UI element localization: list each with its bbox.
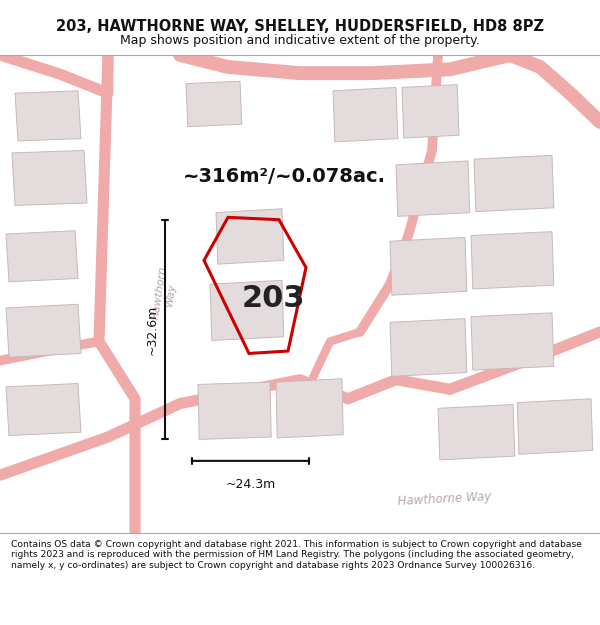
Polygon shape [471, 232, 554, 289]
Polygon shape [390, 238, 467, 295]
Polygon shape [216, 209, 284, 264]
Polygon shape [396, 161, 470, 216]
Polygon shape [402, 84, 459, 138]
Text: Hawthorne Way: Hawthorne Way [397, 490, 491, 508]
Polygon shape [333, 88, 398, 142]
Polygon shape [471, 313, 554, 370]
Polygon shape [474, 155, 554, 212]
Text: Contains OS data © Crown copyright and database right 2021. This information is : Contains OS data © Crown copyright and d… [11, 540, 581, 570]
Text: 203, HAWTHORNE WAY, SHELLEY, HUDDERSFIELD, HD8 8PZ: 203, HAWTHORNE WAY, SHELLEY, HUDDERSFIEL… [56, 19, 544, 34]
Text: ~24.3m: ~24.3m [226, 478, 275, 491]
Polygon shape [12, 151, 87, 206]
Polygon shape [186, 81, 242, 127]
Text: 203: 203 [241, 284, 305, 313]
Polygon shape [6, 384, 81, 436]
Polygon shape [6, 304, 81, 358]
Text: Hawthorn
Way: Hawthorn Way [151, 266, 179, 322]
Text: ~316m²/~0.078ac.: ~316m²/~0.078ac. [183, 168, 386, 186]
Text: Map shows position and indicative extent of the property.: Map shows position and indicative extent… [120, 34, 480, 47]
Polygon shape [6, 231, 78, 282]
Polygon shape [390, 319, 467, 376]
Text: ~32.6m: ~32.6m [145, 304, 158, 355]
Polygon shape [210, 281, 284, 341]
Polygon shape [438, 404, 515, 460]
Polygon shape [517, 399, 593, 454]
Polygon shape [198, 382, 271, 439]
Polygon shape [15, 91, 81, 141]
Polygon shape [276, 379, 343, 438]
